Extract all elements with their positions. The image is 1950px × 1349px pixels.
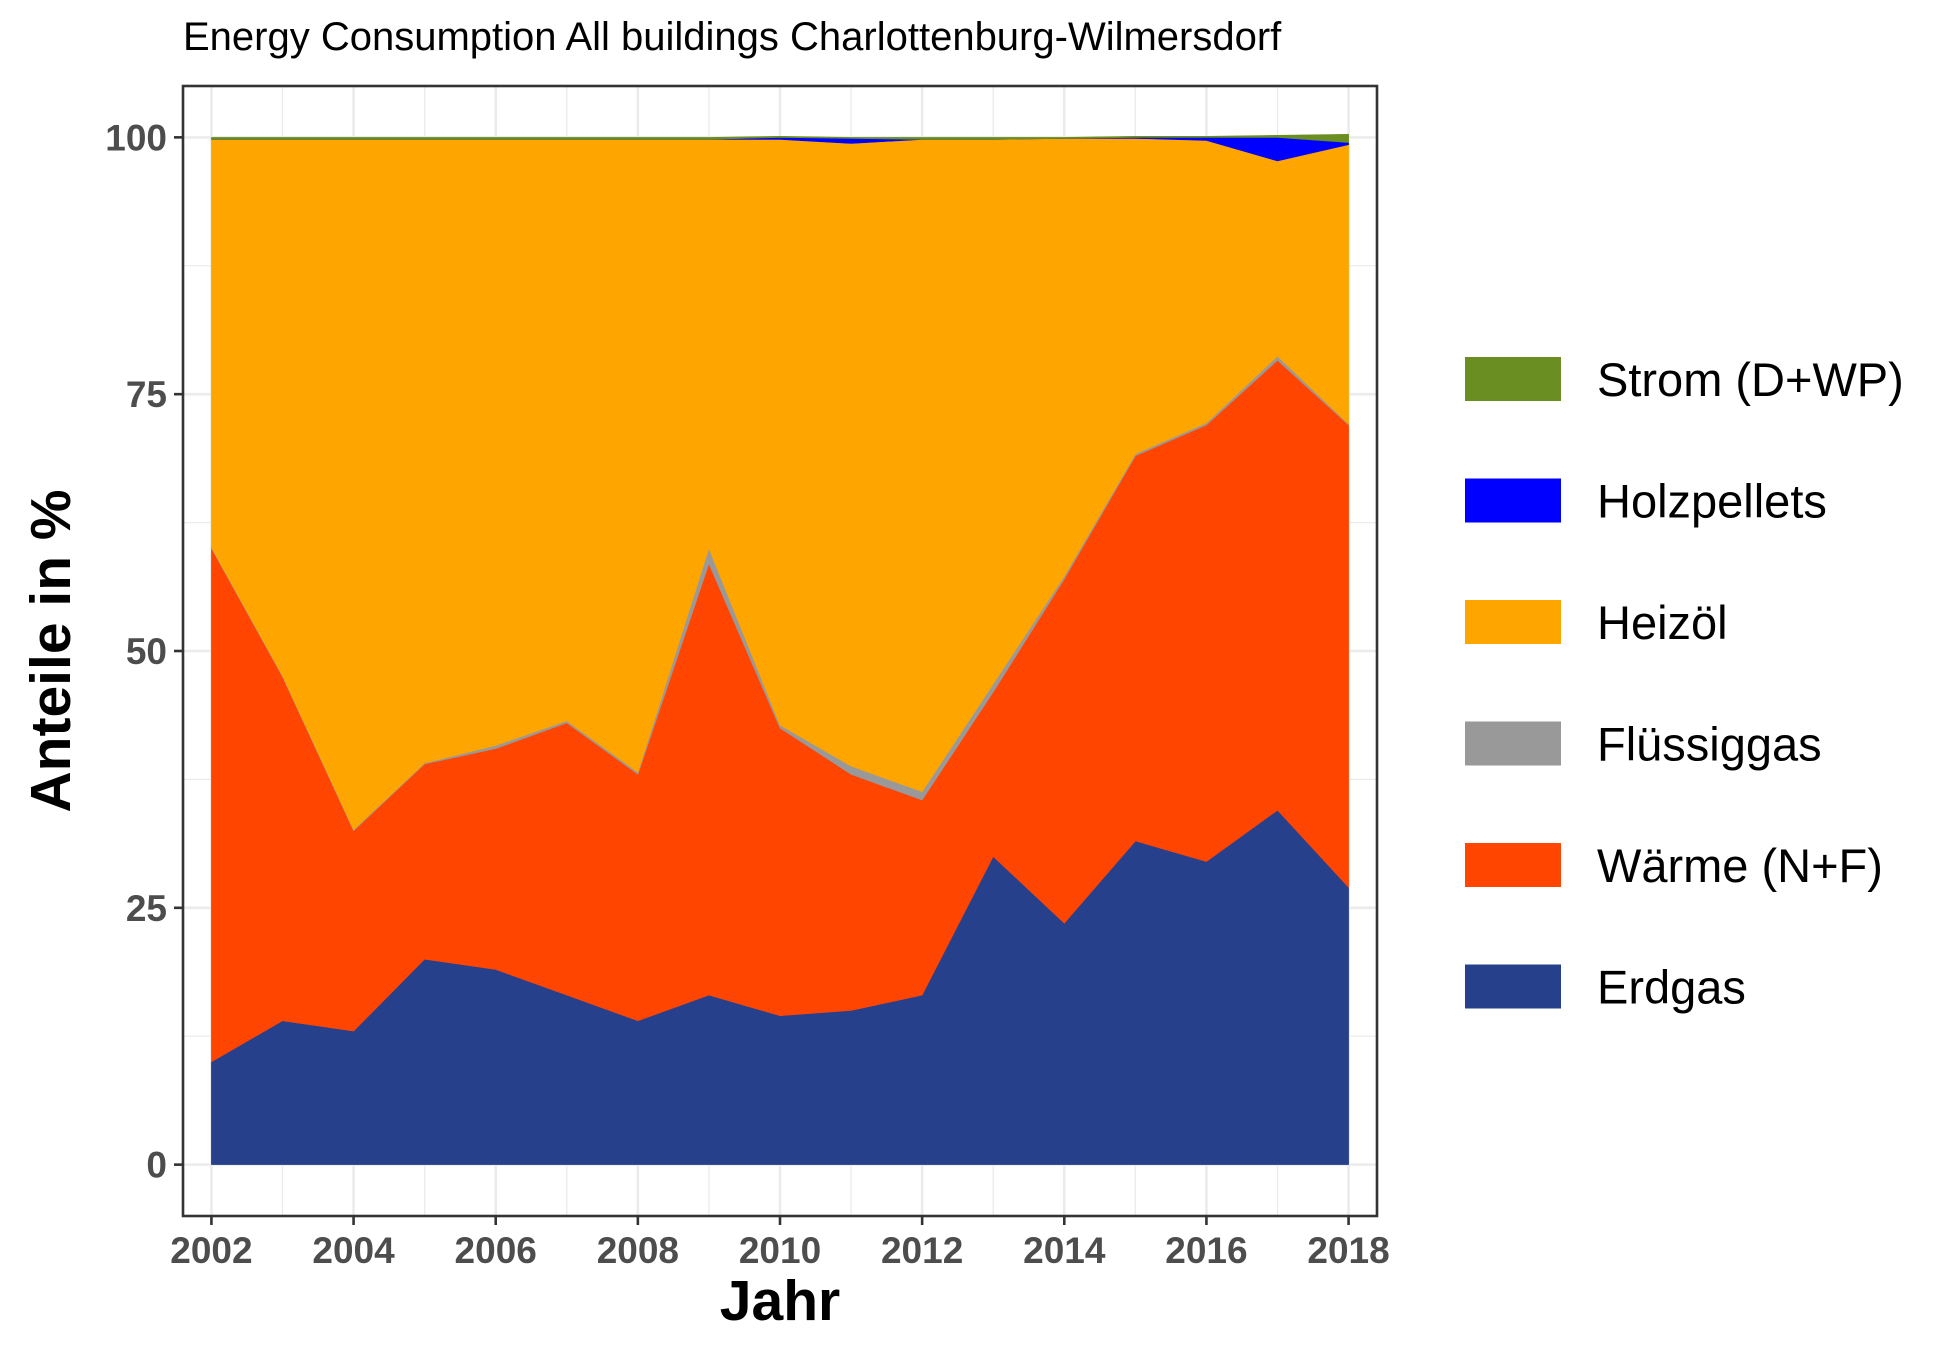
x-tick-label: 2016 — [1165, 1230, 1247, 1271]
legend-item-heiz-l: Heizöl — [1465, 596, 1728, 649]
y-tick-label: 25 — [126, 888, 167, 929]
legend-swatch — [1465, 843, 1561, 887]
legend-item-erdgas: Erdgas — [1465, 961, 1746, 1014]
legend-swatch — [1465, 964, 1561, 1009]
legend-label: Heizöl — [1597, 596, 1728, 649]
legend-label: Wärme (N+F) — [1597, 839, 1883, 892]
legend-label: Strom (D+WP) — [1597, 353, 1904, 406]
legend-item-strom-d-wp: Strom (D+WP) — [1465, 353, 1904, 406]
x-tick-label: 2008 — [597, 1230, 679, 1271]
chart-title: Energy Consumption All buildings Charlot… — [183, 15, 1282, 59]
legend-label: Flüssiggas — [1597, 718, 1822, 771]
legend-item-holzpellets: Holzpellets — [1465, 475, 1827, 528]
legend-label: Holzpellets — [1597, 475, 1827, 528]
y-tick-label: 100 — [105, 117, 167, 158]
x-tick-label: 2004 — [312, 1230, 395, 1271]
y-axis-title: Anteile in % — [19, 489, 83, 812]
area-series-group — [211, 133, 1349, 1165]
x-axis-title: Jahr — [720, 1269, 840, 1333]
y-tick-label: 0 — [146, 1145, 167, 1186]
legend-item-fl-ssiggas: Flüssiggas — [1465, 718, 1822, 771]
x-tick-label: 2006 — [455, 1230, 537, 1271]
y-tick-label: 75 — [126, 374, 167, 415]
x-tick-label: 2018 — [1307, 1230, 1389, 1271]
axis-ticks: 2002 2004 2006 2008 2010 2012 2014 2016 2018 0 25 5… — [105, 117, 1389, 1271]
x-tick-label: 2014 — [1023, 1230, 1106, 1271]
x-tick-label: 2012 — [881, 1230, 963, 1271]
y-tick-label: 50 — [126, 631, 167, 672]
legend-swatch — [1465, 357, 1561, 401]
legend-swatch — [1465, 478, 1561, 523]
area-strom-d-wp — [211, 133, 1349, 143]
x-tick-label: 2010 — [739, 1230, 821, 1271]
x-tick-label: 2002 — [170, 1230, 252, 1271]
legend: Strom (D+WP) Holzpellets Heizöl Flüssiggas W… — [1465, 353, 1904, 1014]
legend-item-w-rme-n-f: Wärme (N+F) — [1465, 839, 1883, 892]
legend-swatch — [1465, 721, 1561, 766]
legend-label: Erdgas — [1597, 961, 1746, 1014]
legend-swatch — [1465, 600, 1561, 644]
